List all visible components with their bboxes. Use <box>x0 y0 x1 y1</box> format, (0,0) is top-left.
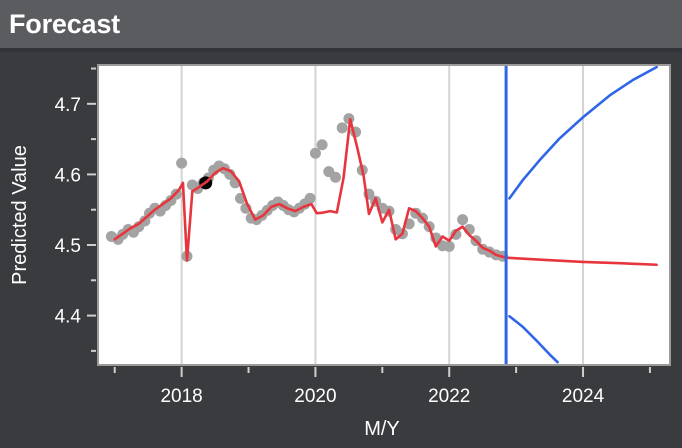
plot-area <box>98 65 670 365</box>
series-line-forecast <box>504 256 658 267</box>
data-point <box>457 214 469 226</box>
xtick-label: 2020 <box>294 386 336 407</box>
header-bar: Forecast <box>0 0 682 48</box>
data-point <box>330 171 341 183</box>
series-line-upper-confidence-bound <box>508 65 658 200</box>
data-point <box>316 139 328 151</box>
xtick-label: 2018 <box>160 386 202 407</box>
forecast-chart: 4.4 4.5 4.6 4.7 2018 2020 2022 2024 M/Y Predicted… <box>9 64 671 440</box>
ytick-label: 4.5 <box>55 236 81 257</box>
ytick-label: 4.6 <box>55 165 81 186</box>
series-line-fitted <box>113 118 508 262</box>
series-line-lower-confidence-bound <box>508 314 559 364</box>
data-point <box>304 192 316 204</box>
data-point <box>309 147 321 159</box>
data-point <box>336 122 348 134</box>
chart-panel: 4.4 4.5 4.6 4.7 2018 2020 2022 2024 M/Y Predicted… <box>0 52 682 448</box>
data-point <box>176 157 188 169</box>
ytick-label: 4.4 <box>55 307 82 328</box>
x-axis-title: M/Y <box>364 418 400 440</box>
ytick-label: 4.7 <box>55 95 81 116</box>
xtick-label: 2024 <box>562 386 605 407</box>
plot-border <box>97 64 671 366</box>
y-axis-title: Predicted Value <box>9 145 31 285</box>
data-point <box>443 240 455 252</box>
page-title: Forecast <box>9 8 120 39</box>
header-divider <box>0 48 682 52</box>
xtick-label: 2022 <box>428 386 470 407</box>
axes: 4.4 4.5 4.6 4.7 2018 2020 2022 2024 M/Y Predicted… <box>9 67 651 440</box>
